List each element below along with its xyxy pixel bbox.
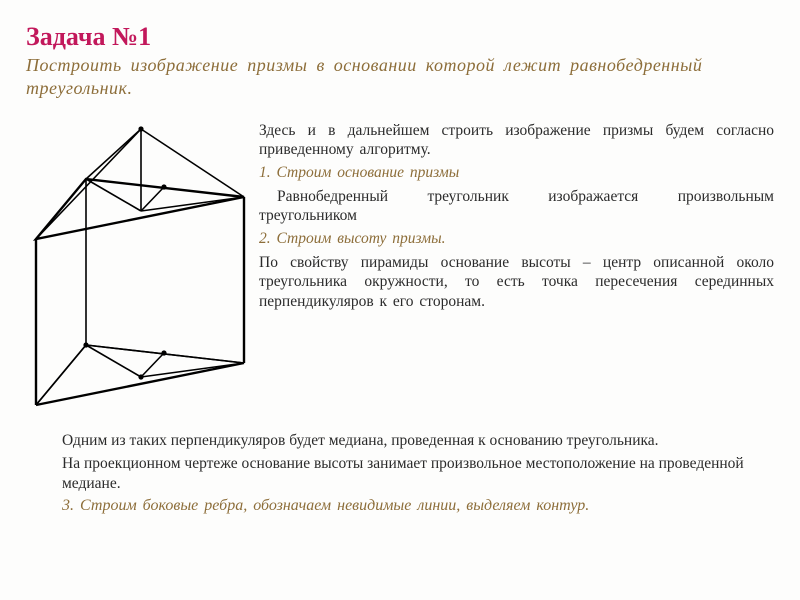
prism-diagram <box>26 107 251 427</box>
content-row: Здесь и в дальнейшем строить изображение… <box>26 105 774 427</box>
step-1: 1. Строим основание призмы <box>259 163 774 182</box>
paragraph-2: По свойству пирамиды основание высоты – … <box>259 253 774 311</box>
step-2: 2. Строим высоту призмы. <box>259 229 774 248</box>
page-root: Задача №1 Построить изображение призмы в… <box>0 0 800 600</box>
paragraph-3: Одним из таких перпендикуляров будет мед… <box>62 431 770 450</box>
full-width-text: Одним из таких перпендикуляров будет мед… <box>26 431 774 493</box>
text-column: Здесь и в дальнейшем строить изображение… <box>259 105 774 315</box>
task-subtitle: Построить изображение призмы в основании… <box>26 54 774 99</box>
intro-paragraph: Здесь и в дальнейшем строить изображение… <box>259 121 774 160</box>
paragraph-1: Равнобедренный треугольник изображается … <box>259 187 774 226</box>
step-3: 3. Строим боковые ребра, обозначаем неви… <box>26 497 774 515</box>
paragraph-4: На проекционном чертеже основание высоты… <box>62 454 770 493</box>
task-title: Задача №1 <box>26 22 774 52</box>
